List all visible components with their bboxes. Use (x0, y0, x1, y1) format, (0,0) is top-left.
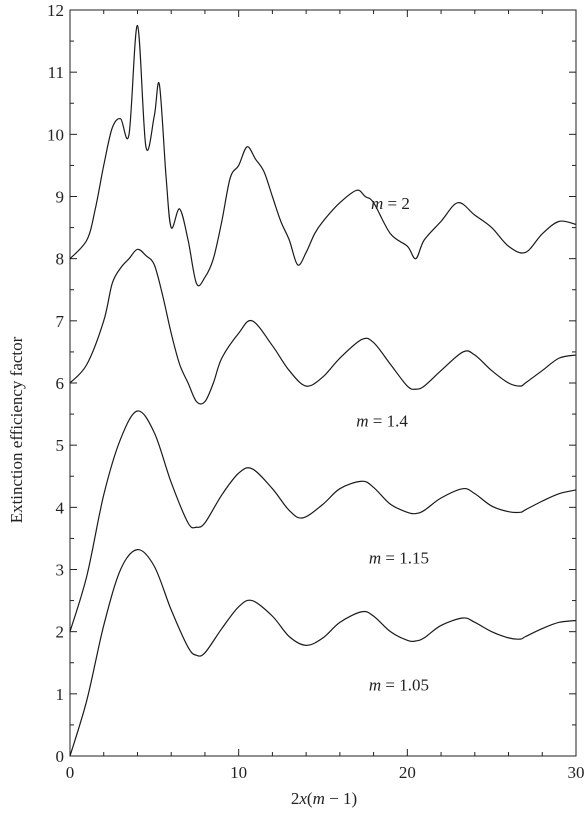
x-tick-label: 20 (399, 763, 416, 782)
x-axis-title-m: m (313, 789, 325, 808)
x-axis-title-rest: − 1) (325, 789, 357, 808)
series-layer (69, 24, 577, 757)
y-tick-label: 2 (56, 623, 65, 642)
series-line-2 (69, 248, 577, 405)
series-label-0: m = 1.05 (369, 676, 429, 695)
y-axis-title: Extinction efficiency factor (7, 336, 26, 523)
x-axis-title: 2x(m − 1) (291, 789, 357, 808)
y-tick-label: 0 (56, 747, 65, 766)
y-tick-label: 5 (56, 436, 65, 455)
y-tick-label: 3 (56, 561, 65, 580)
x-tick-label: 0 (66, 763, 75, 782)
y-tick-label: 7 (56, 312, 65, 331)
y-tick-label: 6 (56, 374, 65, 393)
y-tick-label: 11 (48, 63, 64, 82)
series-line-1 (69, 410, 577, 632)
x-tick-label: 30 (568, 763, 585, 782)
y-tick-label: 9 (56, 188, 65, 207)
series-label-1: m = 1.15 (369, 548, 429, 567)
x-axis-title-x: x (298, 789, 307, 808)
x-axis-title-open: ( (307, 789, 313, 808)
y-tick-label: 8 (56, 250, 65, 269)
y-tick-label: 4 (56, 498, 65, 517)
series-label-3: m = 2 (371, 194, 410, 213)
series-line-0 (69, 549, 577, 757)
y-tick-label: 10 (47, 125, 64, 144)
series-line-3 (69, 24, 577, 287)
x-axis-title-prefix: 2 (291, 789, 300, 808)
labels-layer: m = 1.05 m = 1.15 m = 1.4 m = 2 (356, 194, 429, 695)
x-tick-label: 10 (230, 763, 247, 782)
y-tick-label: 1 (56, 685, 65, 704)
y-tick-label: 12 (47, 1, 64, 20)
series-label-2: m = 1.4 (356, 412, 408, 431)
plot-frame (69, 9, 577, 757)
